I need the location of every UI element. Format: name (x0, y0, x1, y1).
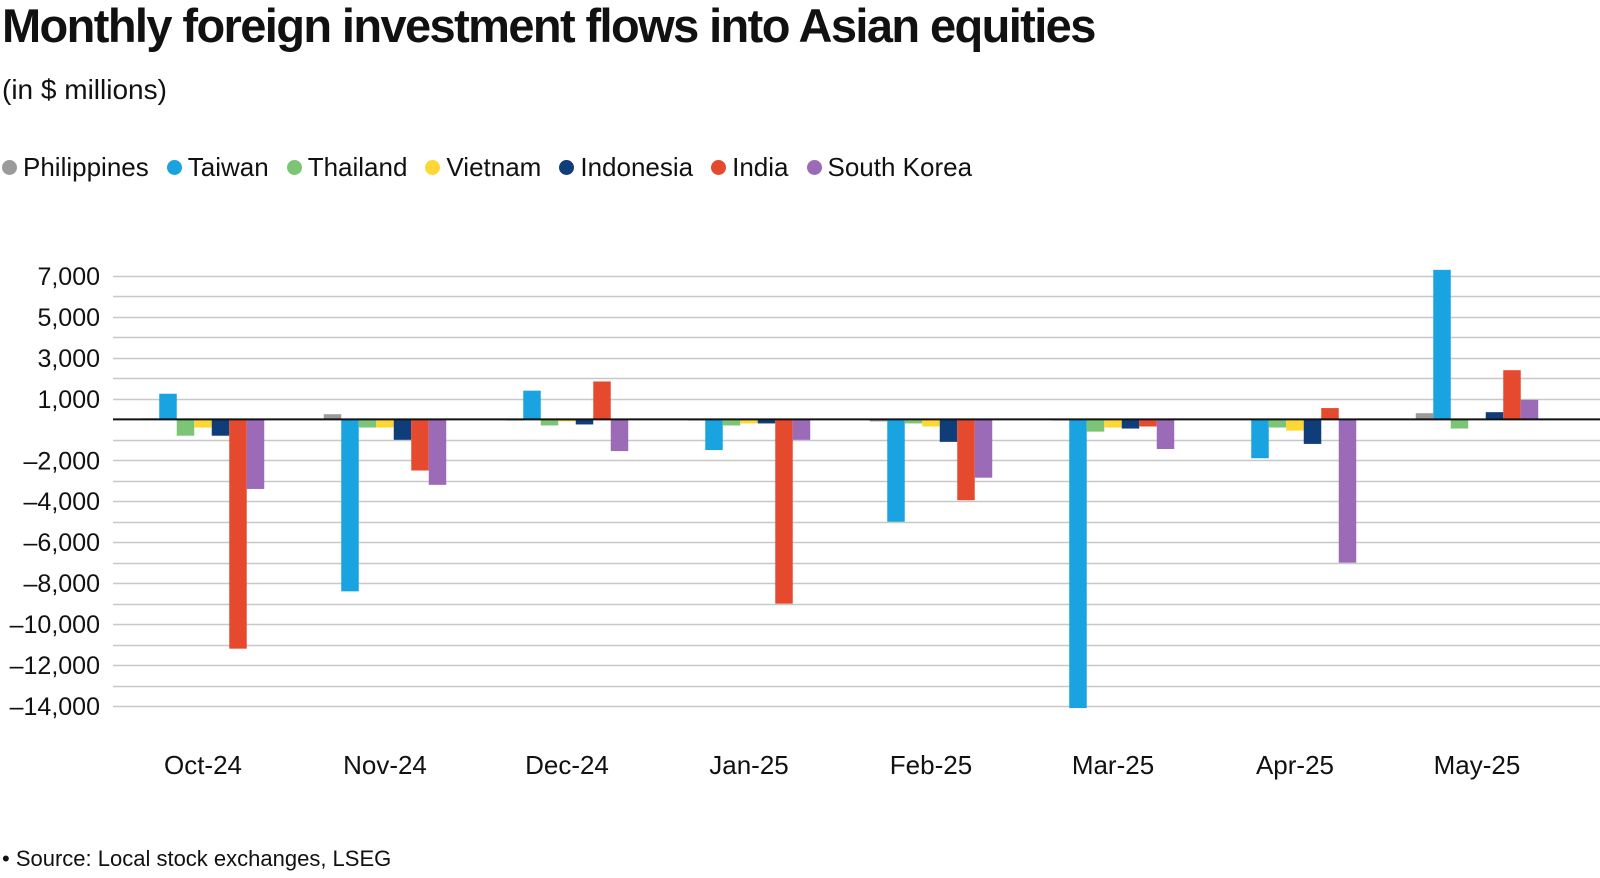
bar-philippines-feb-25 (869, 419, 888, 422)
x-tick-label: Oct-24 (164, 750, 242, 780)
legend-item-vietnam: Vietnam (425, 152, 541, 182)
source-note: • Source: Local stock exchanges, LSEG (2, 846, 392, 871)
bar-philippines-may-25 (1415, 413, 1434, 420)
x-tick-label: Feb-25 (890, 750, 972, 780)
bar-thailand-nov-24 (358, 419, 377, 428)
legend-marker-icon (166, 159, 182, 175)
bar-indonesia-mar-25 (1121, 419, 1140, 429)
legend-item-south-korea: South Korea (806, 152, 973, 182)
bar-south-korea-oct-24 (246, 419, 265, 489)
y-tick-label: 7,000 (37, 263, 100, 291)
bar-taiwan-feb-25 (887, 419, 905, 522)
legend-label: India (732, 152, 789, 182)
bar-taiwan-oct-24 (159, 393, 177, 420)
x-tick-label: Nov-24 (343, 750, 427, 780)
y-tick-label: –12,000 (10, 652, 100, 680)
bar-philippines-nov-24 (323, 414, 342, 420)
bar-vietnam-nov-24 (376, 419, 394, 428)
x-tick-label: May-25 (1434, 750, 1521, 780)
chart-title: Monthly foreign investment flows into As… (2, 0, 1096, 52)
bar-south-korea-apr-25 (1338, 419, 1357, 563)
bar-south-korea-feb-25 (974, 419, 993, 478)
bar-thailand-oct-24 (176, 419, 195, 436)
bar-taiwan-mar-25 (1069, 419, 1087, 709)
bar-thailand-jan-25 (722, 419, 741, 426)
legend-item-philippines: Philippines (2, 152, 149, 182)
bar-indonesia-oct-24 (211, 419, 230, 436)
bar-indonesia-dec-24 (575, 419, 594, 425)
bar-vietnam-jan-25 (740, 419, 758, 424)
bar-thailand-mar-25 (1086, 419, 1105, 432)
legend-marker-icon (2, 159, 17, 175)
bar-thailand-may-25 (1450, 419, 1469, 429)
bar-south-korea-jan-25 (792, 419, 811, 440)
legend-label: Indonesia (580, 152, 694, 182)
legend-label: Thailand (307, 152, 408, 182)
chart-subtitle: (in $ millions) (2, 74, 167, 105)
bar-taiwan-may-25 (1433, 269, 1451, 420)
y-tick-label: –6,000 (24, 529, 100, 557)
legend: Philippines Taiwan Thailand Vietnam Indonesi… (2, 150, 990, 184)
legend-item-india: India (711, 152, 789, 182)
bar-indonesia-jan-25 (757, 419, 776, 424)
legend-label: Philippines (23, 152, 149, 182)
legend-item-taiwan: Taiwan (166, 152, 269, 182)
bar-india-may-25 (1503, 370, 1521, 420)
legend-marker-icon (711, 159, 727, 175)
legend-label: South Korea (827, 152, 973, 182)
bar-india-jan-25 (775, 419, 793, 604)
legend-marker-icon (425, 159, 441, 175)
bar-india-oct-24 (229, 419, 247, 649)
bar-taiwan-jan-25 (705, 419, 723, 451)
bar-taiwan-apr-25 (1251, 419, 1269, 459)
legend-marker-icon (806, 159, 822, 175)
bar-taiwan-nov-24 (341, 419, 359, 592)
bar-south-korea-may-25 (1520, 399, 1539, 420)
bar-indonesia-apr-25 (1303, 419, 1322, 444)
legend-item-thailand: Thailand (286, 152, 408, 182)
y-tick-label: 5,000 (37, 304, 100, 332)
bar-south-korea-dec-24 (610, 419, 629, 452)
bar-india-apr-25 (1321, 408, 1339, 420)
bar-india-nov-24 (411, 419, 429, 471)
bar-thailand-dec-24 (540, 419, 559, 426)
y-tick-label: –10,000 (10, 611, 100, 639)
bar-thailand-feb-25 (904, 419, 923, 424)
x-tick-label: Apr-25 (1256, 750, 1334, 780)
bar-vietnam-feb-25 (922, 419, 940, 427)
bar-taiwan-dec-24 (523, 390, 541, 420)
x-tick-label: Dec-24 (525, 750, 609, 780)
x-tick-label: Jan-25 (709, 750, 789, 780)
y-tick-label: 3,000 (37, 345, 100, 373)
bar-south-korea-mar-25 (1156, 419, 1175, 450)
legend-marker-icon (559, 159, 575, 175)
legend-label: Vietnam (446, 152, 542, 182)
bar-indonesia-may-25 (1485, 412, 1504, 420)
bar-thailand-apr-25 (1268, 419, 1287, 428)
x-tick-label: Mar-25 (1072, 750, 1154, 780)
y-tick-label: –8,000 (24, 570, 100, 598)
bar-vietnam-mar-25 (1104, 419, 1122, 428)
y-tick-label: –4,000 (24, 488, 100, 516)
y-tick-label: –14,000 (10, 693, 100, 721)
legend-item-indonesia: Indonesia (559, 152, 693, 182)
bar-vietnam-dec-24 (558, 419, 576, 422)
bar-vietnam-oct-24 (194, 419, 212, 428)
bar-indonesia-feb-25 (939, 419, 958, 442)
bar-india-dec-24 (593, 381, 611, 420)
bar-indonesia-nov-24 (393, 419, 412, 440)
bar-india-feb-25 (957, 419, 975, 501)
bar-south-korea-nov-24 (428, 419, 447, 485)
bar-vietnam-apr-25 (1286, 419, 1304, 431)
y-tick-label: 1,000 (37, 386, 100, 414)
bar-india-mar-25 (1139, 419, 1157, 427)
y-tick-label: –2,000 (24, 447, 100, 475)
legend-label: Taiwan (187, 152, 269, 182)
legend-marker-icon (286, 159, 302, 175)
